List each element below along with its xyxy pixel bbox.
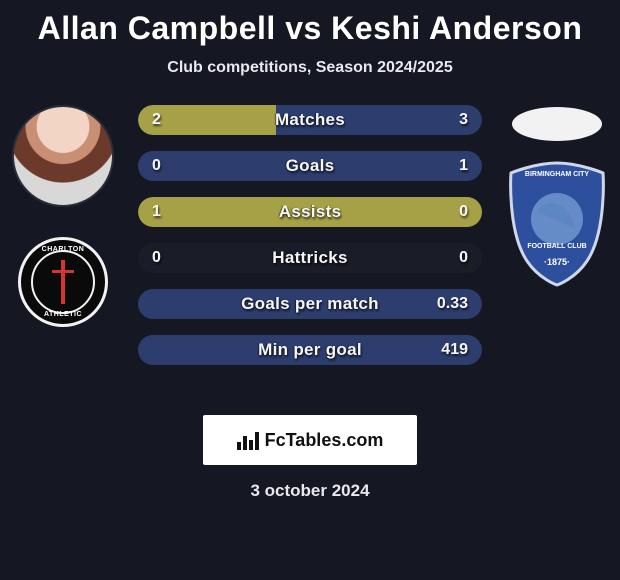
left-value: 2 [152, 105, 161, 135]
source-logo: FcTables.com [203, 415, 417, 465]
page-title: Allan Campbell vs Keshi Anderson [0, 0, 620, 47]
right-value: 1 [459, 151, 468, 181]
date-label: 3 october 2024 [0, 481, 620, 501]
stat-row: 01Goals [138, 151, 482, 181]
sword-icon [61, 260, 65, 304]
right-fill [138, 289, 482, 319]
stat-row: 23Matches [138, 105, 482, 135]
right-value: 0.33 [437, 289, 468, 319]
right-fill [276, 105, 482, 135]
right-fill [138, 151, 482, 181]
player2-avatar-placeholder [512, 107, 602, 141]
subtitle: Club competitions, Season 2024/2025 [0, 59, 620, 77]
left-player-column: CHARLTON ATHLETIC [8, 105, 118, 327]
stat-row: 0.33Goals per match [138, 289, 482, 319]
stat-row: 419Min per goal [138, 335, 482, 365]
right-value: 0 [459, 197, 468, 227]
club1-name-bottom: ATHLETIC [21, 311, 105, 318]
club2-name-top: BIRMINGHAM CITY [507, 171, 607, 178]
stat-bars: 23Matches01Goals10Assists00Hattricks0.33… [138, 105, 482, 381]
right-value: 419 [441, 335, 468, 365]
right-value: 0 [459, 243, 468, 273]
source-label: FcTables.com [265, 430, 384, 451]
bar-chart-icon [237, 430, 259, 450]
bar-overlay: Hattricks [138, 243, 482, 273]
stat-row: 0 0 Hattricks [138, 243, 482, 273]
club2-year: ·1875· [507, 257, 607, 267]
left-value: 1 [152, 197, 161, 227]
right-player-column: BIRMINGHAM CITY FOOTBALL CLUB ·1875· [502, 105, 612, 287]
left-value: 0 [152, 151, 161, 181]
left-value: 0 [152, 243, 161, 273]
footer: FcTables.com 3 october 2024 [0, 415, 620, 501]
stat-label: Hattricks [272, 248, 347, 268]
player1-club-badge: CHARLTON ATHLETIC [18, 237, 108, 327]
left-fill [138, 197, 482, 227]
right-value: 3 [459, 105, 468, 135]
player1-avatar [12, 105, 114, 207]
comparison-panel: CHARLTON ATHLETIC BIRMINGHAM CITY FOOTBA… [0, 105, 620, 405]
club1-inner-ring [31, 250, 95, 314]
player2-club-badge: BIRMINGHAM CITY FOOTBALL CLUB ·1875· [507, 161, 607, 287]
shield-icon [507, 161, 607, 287]
right-fill [138, 335, 482, 365]
club2-name-mid: FOOTBALL CLUB [507, 243, 607, 250]
stat-row: 10Assists [138, 197, 482, 227]
